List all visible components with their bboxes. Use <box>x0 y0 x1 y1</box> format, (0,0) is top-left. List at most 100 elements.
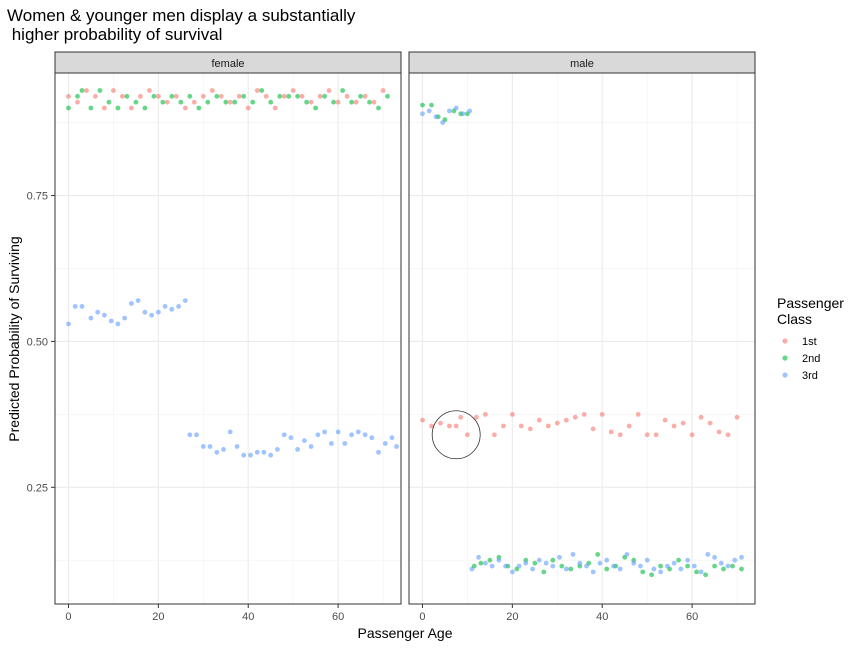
data-point <box>584 563 589 569</box>
data-point <box>205 99 211 105</box>
data-point <box>739 554 744 560</box>
data-point <box>111 88 116 93</box>
facet-panel-male: male 0 20 40 60 <box>408 51 756 623</box>
data-point <box>489 563 495 569</box>
data-point <box>604 566 610 572</box>
data-point <box>447 423 452 429</box>
data-point <box>640 569 646 575</box>
data-point <box>288 435 294 441</box>
legend-key-dot <box>782 338 788 344</box>
data-point <box>712 563 717 569</box>
data-point <box>527 426 533 432</box>
data-point <box>281 93 287 99</box>
data-point <box>698 569 704 575</box>
data-point <box>483 560 488 566</box>
data-point <box>730 563 735 569</box>
x-tick-label: 60 <box>686 611 698 623</box>
data-point <box>88 315 94 321</box>
data-point <box>385 93 390 99</box>
data-point <box>433 114 439 120</box>
data-point <box>187 93 193 99</box>
data-point <box>604 557 610 563</box>
data-point <box>149 312 155 318</box>
data-point <box>503 563 508 569</box>
data-point <box>254 449 260 455</box>
x-tick-label: 60 <box>332 611 344 623</box>
legend-title-line-1: Passenger <box>777 295 844 311</box>
data-point <box>66 105 71 111</box>
data-point <box>420 102 425 108</box>
legend-item-3rd: 3rd <box>782 370 818 382</box>
data-point <box>248 452 253 458</box>
legend-item-2nd: 2nd <box>782 353 820 365</box>
data-point <box>635 412 641 417</box>
data-point <box>590 569 596 575</box>
facet-strip-label: female <box>211 58 244 70</box>
highlight-circle-annotation <box>431 410 481 460</box>
data-point <box>707 420 713 426</box>
data-point <box>536 417 542 423</box>
data-point <box>496 557 502 563</box>
data-point <box>447 108 452 114</box>
x-axis-title: Passenger Age <box>358 625 453 641</box>
data-point <box>371 99 377 105</box>
facet-panel-female: female 0 20 40 60 0.25 0.50 0.75 <box>27 51 402 623</box>
data-point <box>487 557 493 563</box>
data-point <box>290 88 296 93</box>
data-point <box>232 99 238 105</box>
data-point <box>182 298 188 303</box>
x-tick-label: 20 <box>506 611 518 623</box>
y-tick-label: 0.50 <box>27 336 48 348</box>
data-point <box>340 88 345 93</box>
data-point <box>313 105 318 111</box>
data-point <box>317 93 323 99</box>
data-point <box>453 423 459 429</box>
data-point <box>147 88 152 93</box>
data-point <box>703 572 708 578</box>
data-point <box>182 105 188 111</box>
data-point <box>476 554 481 560</box>
data-point <box>698 414 704 420</box>
data-point <box>331 99 336 105</box>
data-point <box>275 447 280 452</box>
data-point <box>66 93 71 99</box>
data-point <box>268 452 274 458</box>
data-point <box>135 298 141 303</box>
data-point <box>124 93 130 99</box>
data-point <box>376 105 381 111</box>
chart-title-line-2: higher probability of survival <box>7 25 222 44</box>
series-male-1st <box>420 412 740 438</box>
data-point <box>151 93 157 99</box>
data-point <box>382 441 388 446</box>
data-point <box>543 560 549 566</box>
data-point <box>563 417 569 423</box>
data-point <box>644 557 650 563</box>
data-point <box>349 432 354 438</box>
data-point <box>718 560 724 566</box>
data-point <box>608 429 614 435</box>
data-point <box>108 318 114 324</box>
data-point <box>160 99 166 105</box>
data-point <box>75 99 80 105</box>
data-point <box>712 554 717 560</box>
data-point <box>142 309 148 315</box>
data-point <box>138 93 143 99</box>
data-point <box>458 414 464 420</box>
facet-strip-label: male <box>570 58 594 70</box>
data-point <box>218 93 224 99</box>
data-point <box>142 105 148 111</box>
data-point <box>315 432 321 438</box>
data-point <box>649 572 654 578</box>
data-point <box>156 93 161 99</box>
data-point <box>344 93 350 99</box>
data-point <box>570 552 576 557</box>
data-point <box>250 99 256 105</box>
data-point <box>671 423 677 429</box>
data-point <box>689 432 695 438</box>
series-male-2nd <box>420 102 744 578</box>
data-point <box>221 447 226 452</box>
data-point <box>79 88 85 93</box>
legend-label: 1st <box>802 336 817 348</box>
data-point <box>665 563 670 569</box>
